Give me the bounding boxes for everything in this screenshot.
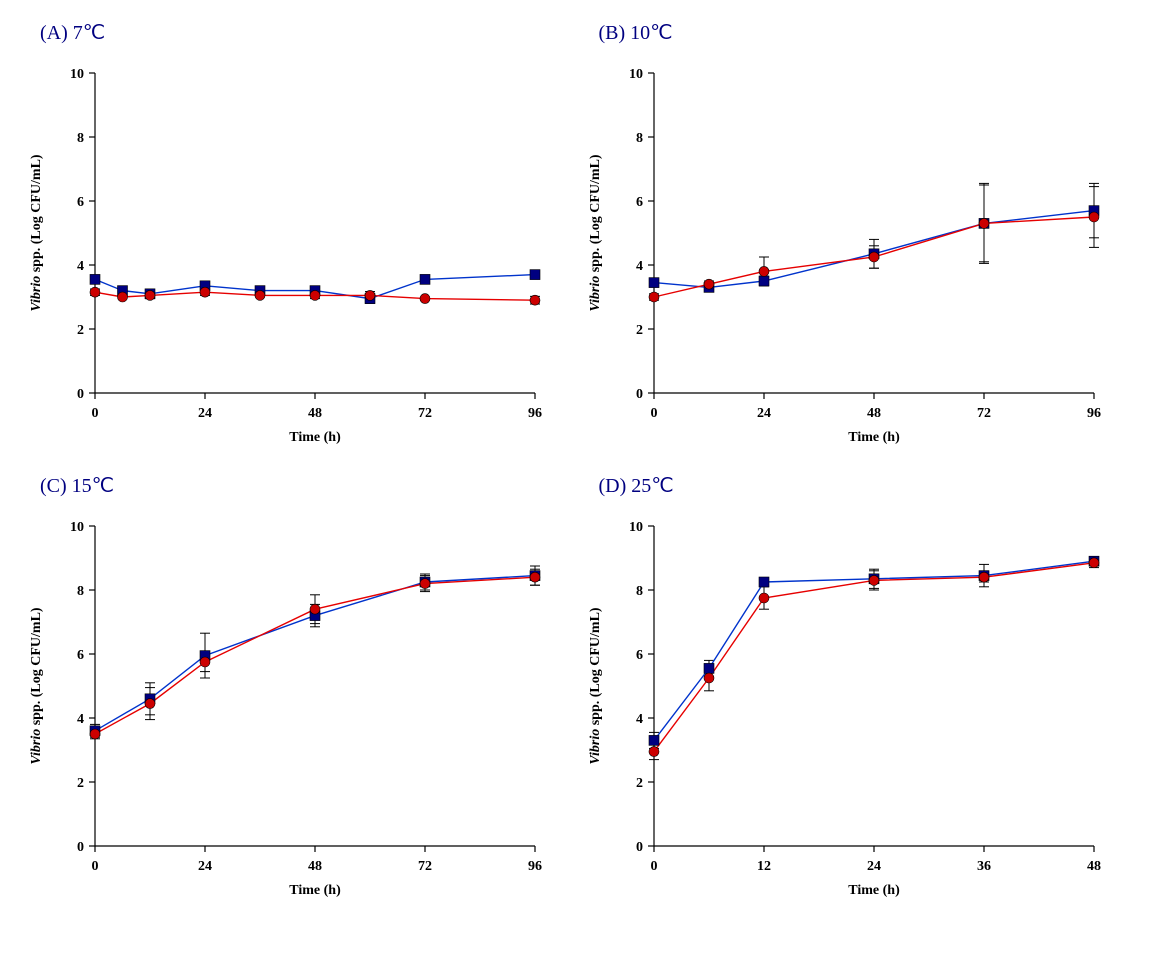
- svg-text:96: 96: [528, 406, 542, 421]
- svg-text:48: 48: [308, 859, 322, 874]
- svg-text:0: 0: [636, 840, 643, 855]
- svg-text:10: 10: [629, 67, 643, 82]
- svg-text:72: 72: [418, 406, 432, 421]
- svg-text:96: 96: [1087, 406, 1101, 421]
- svg-text:24: 24: [198, 859, 212, 874]
- svg-text:24: 24: [198, 406, 212, 421]
- svg-text:0: 0: [92, 406, 99, 421]
- svg-text:8: 8: [77, 584, 84, 599]
- svg-text:72: 72: [418, 859, 432, 874]
- panel-title-D: (D) 25℃: [579, 473, 1138, 498]
- svg-text:4: 4: [77, 712, 84, 727]
- chart-panel-B: (B) 10℃0246810024487296Time (h)Vibrio sp…: [579, 20, 1138, 453]
- chart-panel-D: (D) 25℃0246810012243648Time (h)Vibrio sp…: [579, 473, 1138, 906]
- svg-text:24: 24: [757, 406, 771, 421]
- chart-panel-A: (A) 7℃0246810024487296Time (h)Vibrio spp…: [20, 20, 579, 453]
- svg-text:6: 6: [77, 195, 84, 210]
- svg-text:4: 4: [636, 712, 643, 727]
- svg-text:72: 72: [977, 406, 991, 421]
- svg-text:Time (h): Time (h): [289, 883, 341, 898]
- svg-text:Vibrio spp. (Log CFU/mL): Vibrio spp. (Log CFU/mL): [29, 607, 44, 764]
- panel-title-C: (C) 15℃: [20, 473, 579, 498]
- svg-text:0: 0: [636, 387, 643, 402]
- svg-text:0: 0: [650, 859, 657, 874]
- svg-text:Vibrio spp. (Log CFU/mL): Vibrio spp. (Log CFU/mL): [29, 154, 44, 311]
- svg-text:36: 36: [977, 859, 991, 874]
- svg-text:10: 10: [70, 67, 84, 82]
- svg-text:4: 4: [636, 259, 643, 274]
- svg-text:0: 0: [650, 406, 657, 421]
- panel-title-A: (A) 7℃: [20, 20, 579, 45]
- svg-text:10: 10: [629, 520, 643, 535]
- svg-text:0: 0: [77, 840, 84, 855]
- svg-text:2: 2: [77, 776, 84, 791]
- svg-text:0: 0: [77, 387, 84, 402]
- svg-text:8: 8: [636, 131, 643, 146]
- svg-text:48: 48: [308, 406, 322, 421]
- svg-text:4: 4: [77, 259, 84, 274]
- svg-text:48: 48: [867, 406, 881, 421]
- svg-text:8: 8: [77, 131, 84, 146]
- svg-text:96: 96: [528, 859, 542, 874]
- svg-text:12: 12: [757, 859, 771, 874]
- chart-panel-C: (C) 15℃0246810024487296Time (h)Vibrio sp…: [20, 473, 579, 906]
- svg-text:Time (h): Time (h): [848, 430, 900, 445]
- svg-text:2: 2: [636, 776, 643, 791]
- svg-text:Vibrio spp. (Log CFU/mL): Vibrio spp. (Log CFU/mL): [588, 607, 603, 764]
- svg-text:10: 10: [70, 520, 84, 535]
- svg-text:0: 0: [92, 859, 99, 874]
- svg-text:6: 6: [636, 648, 643, 663]
- svg-text:48: 48: [1087, 859, 1101, 874]
- svg-text:8: 8: [636, 584, 643, 599]
- svg-text:Time (h): Time (h): [848, 883, 900, 898]
- svg-text:2: 2: [636, 323, 643, 338]
- svg-text:Vibrio spp. (Log CFU/mL): Vibrio spp. (Log CFU/mL): [588, 154, 603, 311]
- panel-title-B: (B) 10℃: [579, 20, 1138, 45]
- svg-text:24: 24: [867, 859, 881, 874]
- svg-text:6: 6: [636, 195, 643, 210]
- svg-text:Time (h): Time (h): [289, 430, 341, 445]
- chart-grid: (A) 7℃0246810024487296Time (h)Vibrio spp…: [20, 20, 1137, 906]
- svg-text:2: 2: [77, 323, 84, 338]
- svg-text:6: 6: [77, 648, 84, 663]
